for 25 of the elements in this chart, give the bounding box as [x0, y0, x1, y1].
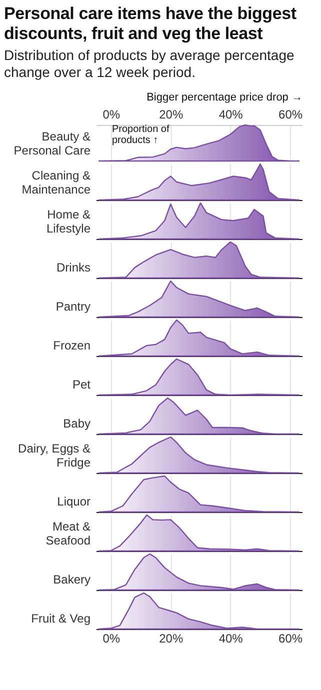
x-tick-label: 40% [218, 108, 244, 122]
y-axis-title: Fruit & Veg [31, 612, 90, 626]
x-tick-label: 0% [102, 632, 120, 646]
y-axis-title: Liquor [57, 494, 90, 508]
chart-title: Personal care items have the biggest discounts, fruit and veg the least [4, 4, 298, 44]
x-tick-label: 40% [218, 632, 244, 646]
x-tick-label: 20% [159, 632, 184, 646]
y-axis-title: Pantry [56, 300, 90, 314]
x-tick-label: 20% [159, 108, 184, 122]
x-tick-label: 0% [102, 108, 120, 122]
y-axis-title: Baby [63, 416, 90, 430]
y-axis-title: Cleaning & Maintenance [22, 168, 91, 196]
y-axis-title: Dairy, Eggs & Fridge [18, 442, 91, 470]
x-tick-label: 60% [278, 632, 303, 646]
y-axis-title: Home & Lifestyle [46, 208, 91, 236]
y-axis-title: Pet [72, 378, 92, 392]
annotation: Proportion of products ↑ [112, 124, 170, 146]
chart-subtitle: Distribution of products by average percentage change over a 12 week period. [4, 47, 296, 81]
y-axis-title: Frozen [53, 338, 90, 352]
y-axis-title: Bakery [53, 572, 90, 586]
y-axis-title: Drinks [56, 260, 90, 274]
x-tick-label: 60% [278, 108, 303, 122]
x-axis-title: Bigger percentage price drop → [146, 92, 302, 104]
y-axis-title: Beauty & Personal Care [14, 130, 91, 158]
y-axis-title: Meat & Seafood [46, 520, 90, 548]
